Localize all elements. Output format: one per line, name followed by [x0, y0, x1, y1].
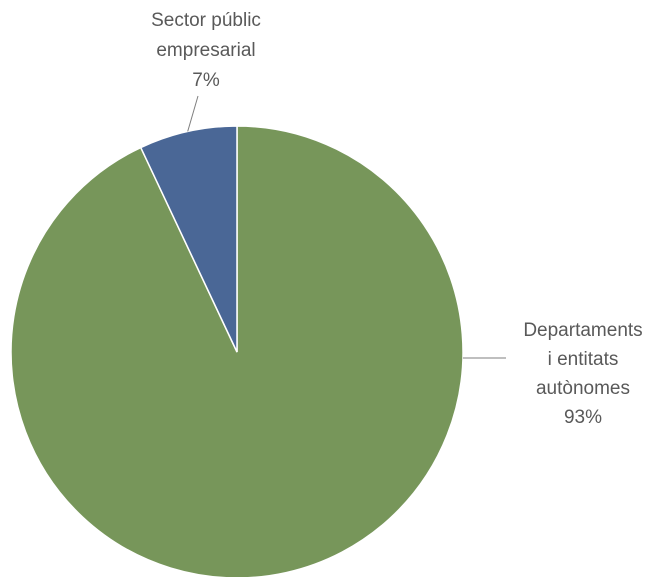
slice-name-line: autònomes — [536, 378, 630, 399]
pie-slice-0 — [10, 125, 464, 577]
slice-label-0: Departaments i entitats autònomes 93% — [523, 320, 642, 428]
slice-name-line: Sector públic — [151, 10, 261, 31]
slice-name-line: i entitats — [548, 349, 619, 370]
slice-name-line: empresarial — [156, 40, 255, 61]
slices-group — [10, 125, 464, 577]
slice-percent-label: 93% — [564, 407, 602, 428]
leader-lines-group — [187, 95, 506, 359]
slice-name-line: Departaments — [523, 320, 642, 341]
slice-percent-label: 7% — [192, 70, 220, 91]
labels-group: Departaments i entitats autònomes 93% Sector… — [151, 10, 643, 428]
leader-line-1 — [187, 95, 199, 132]
slice-label-1: Sector públic empresarial 7% — [151, 10, 261, 91]
